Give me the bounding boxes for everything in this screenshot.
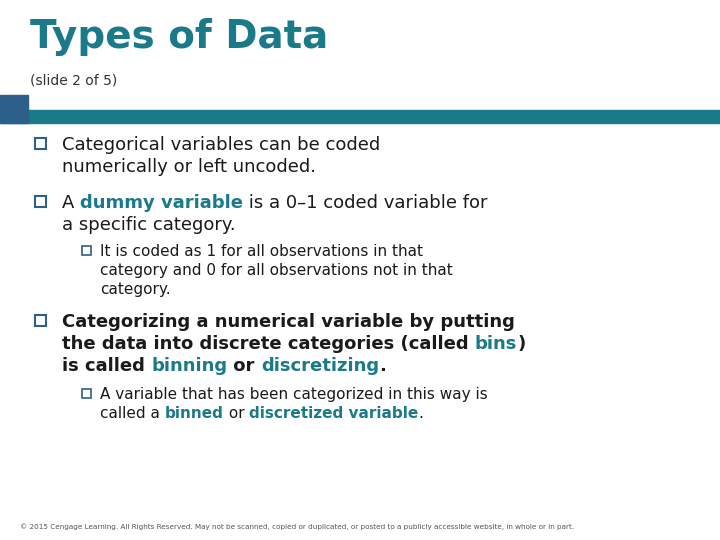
- Text: ): ): [517, 335, 526, 353]
- Bar: [82, 246, 91, 255]
- Text: is a 0–1 coded variable for: is a 0–1 coded variable for: [243, 194, 487, 212]
- Text: (slide 2 of 5): (slide 2 of 5): [30, 74, 117, 88]
- Text: binning: binning: [151, 357, 228, 375]
- Bar: [35, 196, 46, 207]
- Text: the data into discrete categories (called: the data into discrete categories (calle…: [62, 335, 475, 353]
- Text: A: A: [62, 194, 80, 212]
- Text: discretizing: discretizing: [261, 357, 379, 375]
- Bar: [35, 138, 46, 149]
- Text: a specific category.: a specific category.: [62, 216, 235, 234]
- Text: Categorical variables can be coded: Categorical variables can be coded: [62, 136, 380, 154]
- Text: category and 0 for all observations not in that: category and 0 for all observations not …: [100, 263, 453, 278]
- Text: bins: bins: [475, 335, 517, 353]
- Text: is called: is called: [62, 357, 151, 375]
- Text: .: .: [379, 357, 386, 375]
- Text: A variable that has been categorized in this way is: A variable that has been categorized in …: [100, 387, 487, 402]
- Text: Types of Data: Types of Data: [30, 18, 328, 56]
- Text: Categorizing a numerical variable by putting: Categorizing a numerical variable by put…: [62, 313, 515, 331]
- Text: © 2015 Cengage Learning. All Rights Reserved. May not be scanned, copied or dupl: © 2015 Cengage Learning. All Rights Rese…: [20, 523, 574, 530]
- Text: or: or: [224, 406, 249, 421]
- Text: binned: binned: [165, 406, 224, 421]
- Text: numerically or left uncoded.: numerically or left uncoded.: [62, 158, 316, 176]
- Text: category.: category.: [100, 282, 171, 297]
- Text: discretized variable: discretized variable: [249, 406, 418, 421]
- Text: called a: called a: [100, 406, 165, 421]
- Bar: [82, 389, 91, 398]
- Bar: [0, 110, 720, 123]
- Text: It is coded as 1 for all observations in that: It is coded as 1 for all observations in…: [100, 244, 423, 259]
- Text: .: .: [418, 406, 423, 421]
- Bar: [35, 315, 46, 326]
- Bar: [0, 95, 28, 123]
- Text: dummy variable: dummy variable: [80, 194, 243, 212]
- Text: or: or: [228, 357, 261, 375]
